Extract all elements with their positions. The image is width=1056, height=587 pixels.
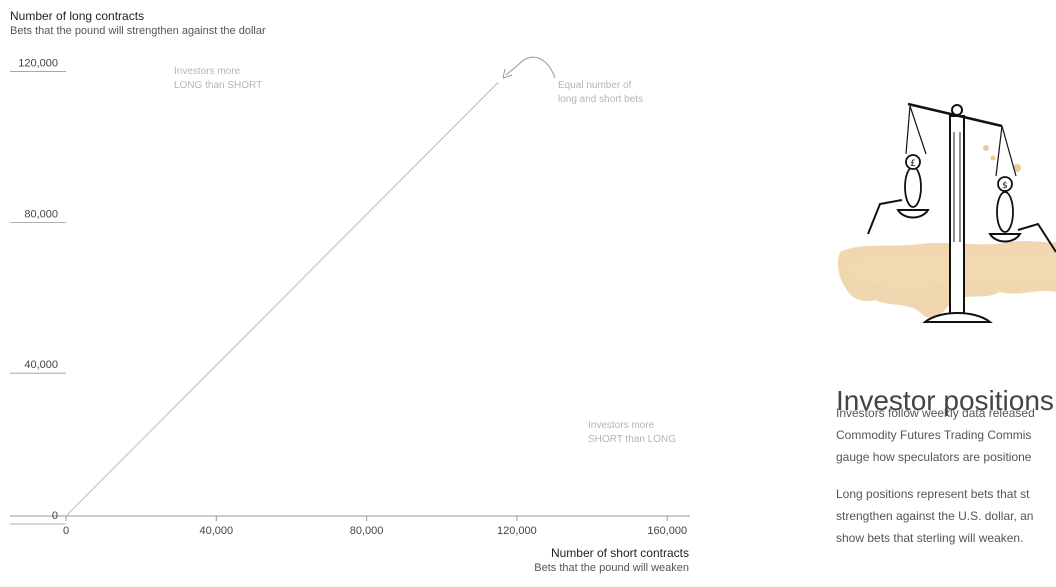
y-axis-subtitle: Bets that the pound will strengthen agai… [10,25,266,37]
panel-paragraph-1: Investors follow weekly data released Co… [836,402,1056,468]
ink-drop [983,145,989,151]
ink-drop [1013,164,1021,172]
dollar-figure [996,191,1014,233]
annotation-equal-line-1: Equal number of [558,80,632,91]
paragraph-1-line-3: gauge how speculators are positione [836,450,1032,464]
y-axis-title: Number of long contracts [10,9,145,23]
scatter-chart: 0 40,000 80,000 120,000 160,000 0 40,000 80,000… [10,56,690,537]
svg-text:$: $ [1002,181,1008,191]
balance-scale-illustration: £ $ [837,102,1056,323]
chart-marks [65,81,499,517]
x-axis-subtitle: Bets that the pound will weaken [534,562,689,574]
pound-figure [904,166,922,208]
equal-positions-line [65,81,499,517]
x-tick-label: 120,000 [497,525,537,537]
y-tick-label: 80,000 [24,208,58,220]
paragraph-2-line-3: show bets that sterling will weaken. [836,531,1024,545]
annotation-short-line-1: Investors more [588,420,655,431]
annotation-arrowhead [502,68,513,79]
paragraph-2-line-2: strengthen against the U.S. dollar, an [836,509,1034,523]
paragraph-1-line-1: Investors follow weekly data released [836,406,1035,420]
paragraph-2-line-1: Long positions represent bets that st [836,487,1030,501]
annotation-long-line-1: Investors more [174,66,241,77]
x-tick-label: 80,000 [350,525,384,537]
annotation-long-more: Investors more LONG than SHORT [174,65,262,93]
right-figure-leg [1017,222,1056,253]
left-pan [896,209,930,219]
annotation-short-line-2: SHORT than LONG [588,434,676,445]
x-tick-label: 0 [63,525,69,537]
y-tick-label: 0 [52,510,58,522]
right-pan [988,233,1022,243]
annotation-equal-line-2: long and short bets [558,94,644,105]
annotation-short-more: Investors more SHORT than LONG [588,419,676,447]
y-tick-label: 120,000 [18,58,58,70]
pound-coin-icon [905,154,921,170]
svg-text:£: £ [910,159,916,169]
scale-base [922,312,993,323]
paragraph-1-line-2: Commodity Futures Trading Commis [836,428,1032,442]
x-tick-label: 40,000 [199,525,233,537]
scale-beam [907,102,1003,128]
x-tick-label: 160,000 [647,525,687,537]
left-figure-leg [867,199,903,235]
y-tick-label: 40,000 [24,359,58,371]
scale-pillar [949,115,965,317]
annotation-long-line-2: LONG than SHORT [174,80,263,91]
ink-drop [990,155,996,161]
dollar-coin-icon [997,176,1013,192]
chart-axes: 0 40,000 80,000 120,000 160,000 0 40,000 80,000… [10,58,690,537]
panel-title: Investor positions [836,385,1054,417]
annotation-equal: Equal number of long and short bets [558,79,643,107]
annotation-arrow [505,56,556,79]
panel-paragraph-2: Long positions represent bets that st st… [836,483,1056,549]
x-axis-title: Number of short contracts [550,546,689,560]
